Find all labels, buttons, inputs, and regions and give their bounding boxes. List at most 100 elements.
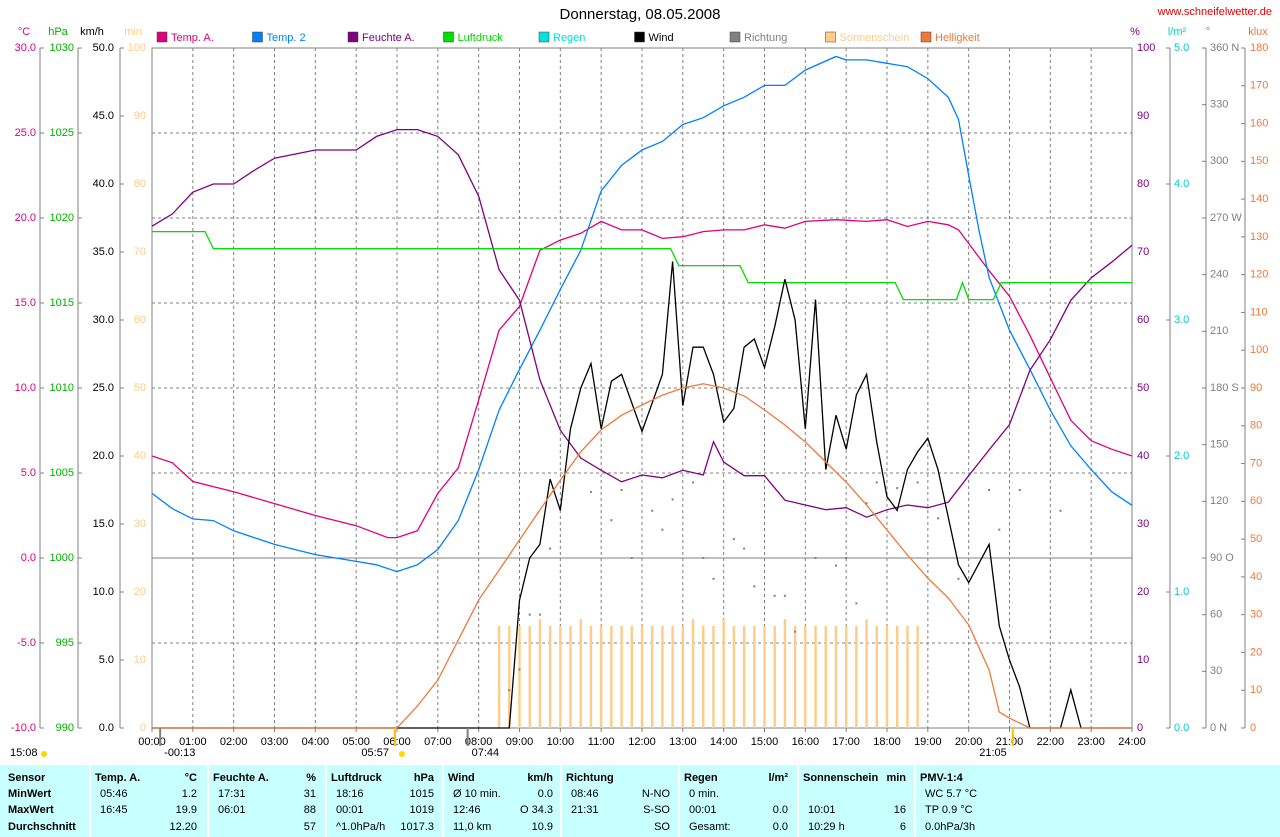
table-cell: O 34.3 bbox=[520, 804, 553, 816]
table-cell: 19.9 bbox=[176, 804, 197, 816]
y-tick-label: 25.0 bbox=[93, 382, 114, 394]
point bbox=[661, 528, 664, 531]
x-tick-label: 01:00 bbox=[179, 736, 207, 748]
y-tick-label: 60 bbox=[1210, 609, 1222, 621]
y-tick-label: 210 bbox=[1210, 325, 1228, 337]
source-url[interactable]: www.schneifelwetter.de bbox=[1157, 6, 1272, 18]
bar bbox=[702, 626, 705, 728]
bar bbox=[528, 626, 531, 728]
legend-label: Regen bbox=[553, 32, 585, 44]
point bbox=[773, 594, 776, 597]
table-cell: 1015 bbox=[410, 788, 434, 800]
table-cell: 12.20 bbox=[169, 821, 197, 833]
y-tick-label: 300 bbox=[1210, 155, 1228, 167]
table-cell: 10:01 bbox=[808, 804, 836, 816]
table-cell: 0 min. bbox=[689, 788, 719, 800]
y-tick-label: 40 bbox=[134, 450, 146, 462]
point bbox=[896, 487, 899, 490]
bar bbox=[916, 626, 919, 728]
bar bbox=[804, 626, 807, 728]
y-tick-label: 80 bbox=[134, 178, 146, 190]
y-tick-label: 0.0 bbox=[99, 722, 114, 734]
bar bbox=[844, 626, 848, 728]
y-tick-label: 40 bbox=[1137, 450, 1149, 462]
point bbox=[1059, 509, 1062, 512]
x-tick-label: 00:00 bbox=[138, 736, 166, 748]
legend-label: Helligkeit bbox=[935, 32, 980, 44]
bar bbox=[548, 626, 552, 728]
bar bbox=[783, 619, 787, 728]
y-tick-label: 80 bbox=[1137, 178, 1149, 190]
row-label: Sensor bbox=[8, 772, 46, 784]
table-cell: 10:29 h bbox=[808, 821, 845, 833]
y-tick-label: 20 bbox=[1137, 586, 1149, 598]
bar bbox=[793, 626, 797, 728]
y-tick-label: 10.0 bbox=[93, 586, 114, 598]
x-tick-label: 19:00 bbox=[914, 736, 942, 748]
series-line bbox=[152, 383, 1132, 729]
bar bbox=[885, 626, 889, 728]
y-tick-label: 100 bbox=[1250, 344, 1268, 356]
point bbox=[732, 538, 735, 541]
y-tick-label: 150 bbox=[1250, 155, 1268, 167]
axis-unit: °C bbox=[18, 26, 30, 38]
y-tick-label: 1025 bbox=[50, 127, 74, 139]
bar bbox=[538, 619, 542, 728]
column-title: Richtung bbox=[566, 772, 614, 784]
column-unit: min bbox=[886, 772, 906, 784]
table-cell: 21:31 bbox=[571, 804, 599, 816]
axis-unit: min bbox=[124, 26, 142, 38]
y-tick-label: 90 bbox=[1137, 110, 1149, 122]
point bbox=[957, 577, 960, 580]
chart-title: Donnerstag, 08.05.2008 bbox=[560, 6, 721, 23]
point bbox=[1018, 489, 1021, 491]
y-tick-label: 70 bbox=[134, 246, 146, 258]
y-tick-label: 70 bbox=[1137, 246, 1149, 258]
annotation: 15:08 bbox=[10, 747, 38, 759]
bar bbox=[661, 626, 664, 728]
point bbox=[712, 577, 715, 580]
y-tick-label: 360 N bbox=[1210, 42, 1239, 54]
y-tick-label: 160 bbox=[1250, 117, 1268, 129]
column-title: Wind bbox=[448, 772, 475, 784]
table-cell: 31 bbox=[304, 788, 316, 800]
y-tick-label: 0.0 bbox=[21, 552, 36, 564]
table-cell: ^1.0hPa/h bbox=[336, 821, 385, 833]
bar bbox=[681, 626, 685, 728]
legend-swatch bbox=[634, 31, 645, 43]
y-tick-label: 20 bbox=[134, 586, 146, 598]
point bbox=[783, 594, 786, 597]
table-cell: 05:46 bbox=[100, 788, 128, 800]
y-tick-label: 50 bbox=[134, 382, 146, 394]
bar bbox=[732, 626, 736, 728]
series-line bbox=[151, 128, 1133, 518]
point bbox=[538, 613, 541, 616]
y-tick-label: -5.0 bbox=[17, 637, 36, 649]
y-tick-label: 20.0 bbox=[93, 450, 114, 462]
x-tick-label: 11:00 bbox=[588, 736, 615, 748]
y-tick-label: 120 bbox=[1250, 269, 1268, 281]
y-tick-label: 110 bbox=[1250, 306, 1268, 318]
x-tick-label: 12:00 bbox=[628, 736, 656, 748]
y-tick-label: 180 bbox=[1250, 42, 1268, 54]
y-tick-label: 0.0 bbox=[1174, 722, 1189, 734]
y-tick-label: 30 bbox=[134, 518, 146, 530]
y-tick-label: 10.0 bbox=[15, 382, 36, 394]
table-cell: 17:31 bbox=[218, 788, 246, 800]
bar bbox=[671, 626, 674, 728]
legend-label: Luftdruck bbox=[458, 32, 504, 44]
point bbox=[988, 489, 991, 491]
bar bbox=[855, 626, 858, 728]
point bbox=[692, 481, 695, 484]
table-cell: 06:01 bbox=[218, 804, 246, 816]
bar bbox=[753, 626, 756, 728]
x-tick-label: 22:00 bbox=[1037, 736, 1065, 748]
y-tick-label: 270 W bbox=[1210, 212, 1242, 224]
annotation: 07:44 bbox=[472, 747, 500, 759]
series-line bbox=[151, 219, 1133, 539]
table-cell: 00:01 bbox=[689, 804, 717, 816]
point bbox=[589, 490, 592, 493]
point bbox=[671, 498, 674, 501]
point bbox=[610, 519, 613, 522]
y-tick-label: 10 bbox=[134, 654, 146, 666]
